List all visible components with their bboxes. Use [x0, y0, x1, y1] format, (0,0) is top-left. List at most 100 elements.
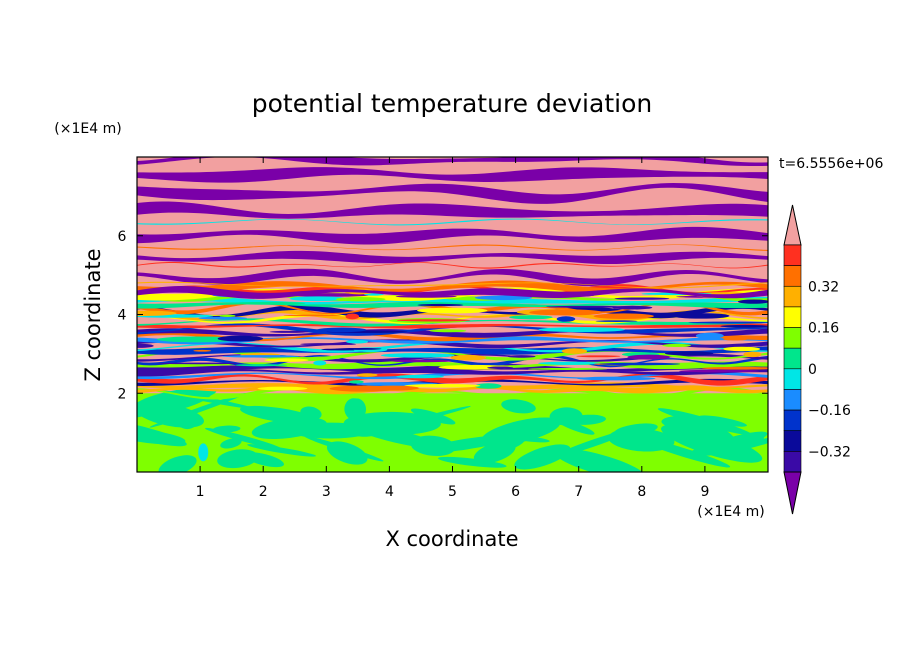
turbulent-patch [672, 313, 730, 319]
mixed-layer-eddy [247, 444, 316, 457]
mixed-layer-eddy [355, 424, 438, 448]
turbulent-patch [487, 366, 514, 370]
mixed-layer-eddy [438, 456, 507, 468]
turbulent-band [137, 353, 768, 363]
mixed-layer-eddy [244, 452, 285, 468]
mixed-layer-eddy [382, 415, 415, 433]
colorbar-label: 0.32 [808, 279, 839, 295]
mixed-layer-eddy [501, 399, 536, 414]
mixed-layer-eddy [328, 441, 352, 453]
mixed-layer-eddy [251, 417, 327, 440]
turbulent-patch [429, 329, 467, 333]
turbulent-patch [348, 380, 364, 384]
turbulent-patch [316, 327, 367, 333]
colorbar-extend-bottom [783, 471, 802, 515]
turbulent-patch [450, 354, 487, 361]
turbulent-patch [156, 336, 238, 343]
turbulent-band [137, 367, 768, 377]
mixed-layer-eddy [608, 428, 675, 452]
turbulent-patch [336, 297, 386, 302]
x-axis-unit: (×1E4 m) [697, 504, 764, 520]
upper-band-purple [137, 226, 768, 245]
colorbar: 0.32 0.16 0 −0.16 −0.32 [783, 204, 851, 515]
turbulent-patch [231, 301, 306, 305]
colorbar-segment [783, 285, 802, 308]
turbulent-patch [595, 320, 638, 322]
colorbar-segment [783, 409, 802, 432]
turbulent-patch [614, 297, 670, 300]
turbulent-patch [390, 359, 452, 363]
x-tick-label: 3 [322, 484, 331, 500]
upper-band-purple [137, 286, 768, 299]
x-tick-label: 9 [700, 484, 709, 500]
turbulent-band [137, 323, 768, 329]
x-tick-label: 2 [259, 484, 268, 500]
turbulent-patch [335, 347, 382, 350]
turbulent-patch [346, 340, 369, 344]
mixed-layer-eddy [698, 415, 747, 427]
turbulent-patch [396, 374, 445, 379]
turbulent-patch [701, 366, 768, 370]
turbulent-patch [695, 332, 724, 339]
colorbar-segment [783, 244, 802, 266]
upper-band-purple [137, 201, 768, 219]
mixed-layer-eddy [553, 448, 646, 472]
turbulent-patch [198, 316, 248, 320]
colorbar-label: −0.32 [808, 444, 851, 460]
mixed-layer-eddy [220, 438, 242, 449]
turbulent-patch [157, 362, 241, 365]
mixed-layer-eddy [344, 397, 367, 421]
turbulent-patch [345, 313, 360, 320]
turbulent-patch [367, 385, 419, 391]
turbulent-patch [529, 309, 603, 316]
turbulent-patch [222, 355, 300, 358]
turbulent-band [137, 346, 768, 355]
x-axis-label: X coordinate [385, 527, 518, 551]
turbulent-patch [404, 384, 481, 388]
colorbar-segment [783, 368, 802, 390]
turbulent-patch [576, 355, 621, 358]
turbulent-patch [546, 305, 628, 308]
upper-band-purple [137, 250, 768, 265]
turbulent-band [137, 360, 768, 370]
x-tick-label: 1 [196, 484, 205, 500]
mixed-layer-eddy [481, 417, 561, 445]
turbulent-patch [538, 361, 601, 365]
turbulent-band [137, 341, 768, 353]
turbulent-patch [723, 337, 749, 341]
y-axis-ticks: 2 4 6 [118, 229, 768, 402]
turbulent-band [137, 330, 768, 342]
turbulent-patch [561, 348, 587, 354]
mixed-layer-eddy [661, 415, 718, 431]
upper-band-purple [137, 183, 768, 204]
turbulent-patch [417, 303, 464, 307]
turbulent-patch [599, 362, 681, 366]
turbulent-patch [627, 354, 671, 360]
contour-field [137, 157, 768, 472]
colorbar-segment [783, 389, 802, 411]
chart-title: potential temperature deviation [252, 89, 652, 118]
mixed-layer-eddy [198, 443, 209, 462]
turbulent-patch [257, 386, 308, 391]
upper-band-purple [137, 268, 768, 287]
turbulent-patch [723, 346, 761, 352]
turbulent-patch [507, 355, 536, 358]
turbulent-patch [300, 343, 357, 346]
turbulent-patch [720, 324, 768, 328]
y-axis-unit: (×1E4 m) [54, 121, 121, 137]
turbulent-band [137, 318, 768, 327]
turbulent-patch [474, 295, 533, 301]
turbulent-band [137, 354, 768, 368]
colorbar-segment [783, 347, 802, 370]
colorbar-segment [783, 306, 802, 328]
turbulent-patch [577, 376, 656, 381]
mixed-layer-eddy [158, 455, 197, 472]
turbulent-patch [474, 383, 502, 389]
x-tick-label: 6 [511, 484, 520, 500]
mixed-layer-eddy [473, 441, 516, 464]
mixed-layer-eddy [512, 436, 550, 443]
turbulent-patch [508, 315, 553, 320]
x-tick-label: 8 [637, 484, 646, 500]
time-label: t=6.5556e+06 [779, 156, 883, 172]
x-tick-label: 4 [385, 484, 394, 500]
